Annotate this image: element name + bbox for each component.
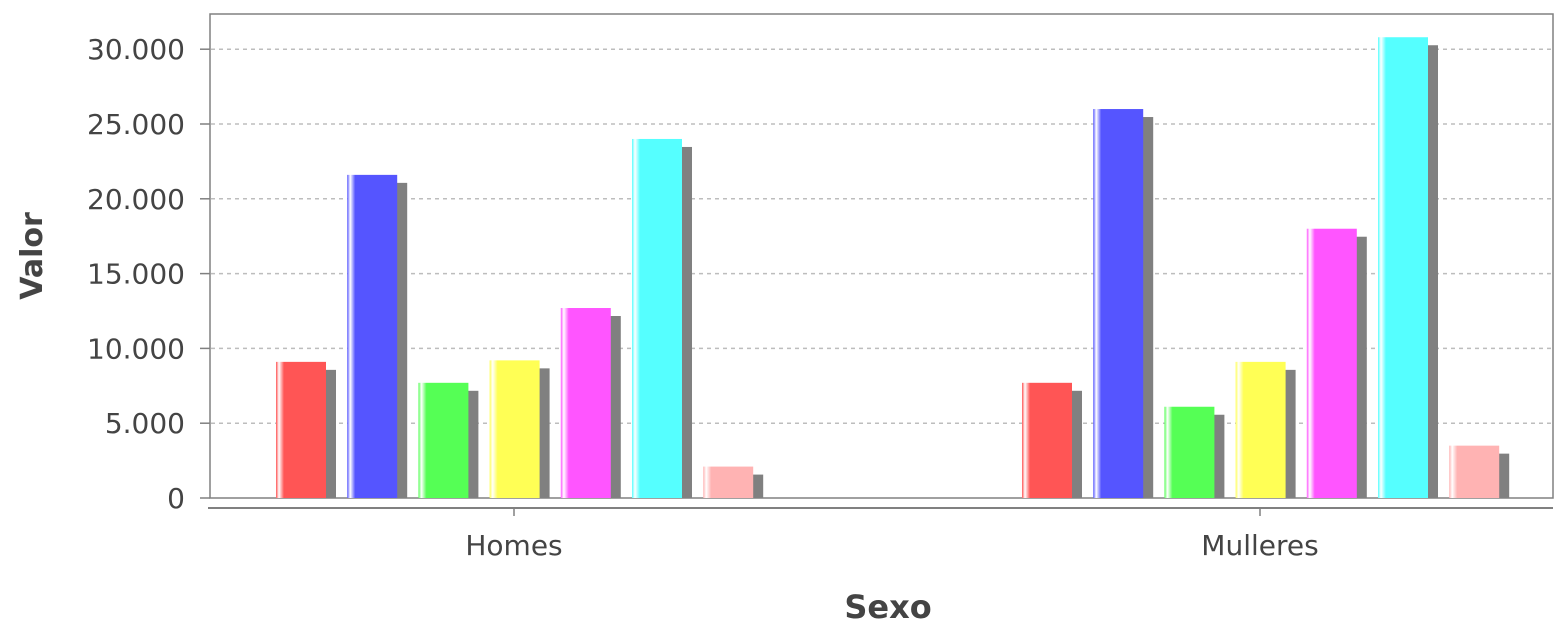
- bar-mulleres-7: [1449, 445, 1500, 498]
- x-axis: Homes Mulleres: [465, 508, 1319, 562]
- bar-mulleres-2: [1093, 109, 1144, 498]
- x-category-label: Mulleres: [1201, 529, 1318, 562]
- bar-mulleres-5: [1306, 228, 1357, 498]
- y-tick-label: 25.000: [87, 108, 185, 141]
- bar-mulleres-4: [1235, 361, 1286, 498]
- y-axis: 0 5.000 10.000 15.000 20.000 25.000 30.000: [87, 33, 210, 515]
- bar-homes-6: [632, 138, 682, 498]
- bars: [276, 37, 1510, 499]
- bar-mulleres-6: [1378, 37, 1428, 499]
- y-axis-title: Valor: [15, 212, 50, 300]
- y-tick-label: 15.000: [87, 258, 185, 291]
- bar-homes-5: [560, 308, 611, 498]
- bar-homes-4: [489, 360, 540, 498]
- bar-mulleres-3: [1164, 406, 1215, 498]
- x-axis-title: Sexo: [844, 588, 931, 619]
- bar-homes-2: [347, 174, 398, 498]
- bar-homes-7: [703, 466, 754, 498]
- y-tick-label: 5.000: [105, 407, 185, 440]
- y-tick-label: 30.000: [87, 33, 185, 66]
- y-tick-label: 10.000: [87, 332, 185, 365]
- bar-homes-3: [418, 382, 469, 498]
- y-tick-label: 20.000: [87, 183, 185, 216]
- y-tick-label: 0: [167, 482, 185, 515]
- bar-homes-1: [276, 361, 326, 498]
- bar-mulleres-1: [1022, 382, 1072, 498]
- x-category-label: Homes: [465, 529, 562, 562]
